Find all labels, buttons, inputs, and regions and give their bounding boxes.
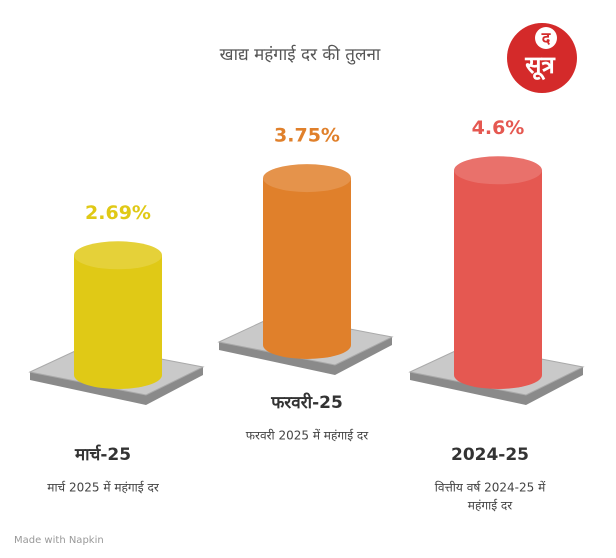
description: वित्तीय वर्ष 2024-25 में xyxy=(435,481,546,495)
logo-top: द xyxy=(541,29,551,48)
value-label: 4.6% xyxy=(472,117,525,139)
logo-bottom: सूत्र xyxy=(524,51,556,81)
bar xyxy=(263,178,351,345)
bar xyxy=(454,170,542,375)
description: महंगाई दर xyxy=(468,499,513,513)
description: फरवरी 2025 में महंगाई दर xyxy=(246,429,369,443)
chart-title: खाद्य महंगाई दर की तुलना xyxy=(220,44,381,65)
category-label: 2024-25 xyxy=(451,445,529,465)
cylinder-top xyxy=(74,241,162,270)
platform-side xyxy=(410,367,583,405)
logo-circle xyxy=(507,23,577,93)
logo: द सूत्र xyxy=(507,23,577,93)
platform-side xyxy=(30,367,203,405)
cylinder-top xyxy=(263,164,351,193)
value-label: 3.75% xyxy=(274,125,340,147)
footer: Made with Napkin xyxy=(14,535,104,546)
bar xyxy=(74,255,162,375)
category-label: मार्च-25 xyxy=(74,444,131,465)
value-label: 2.69% xyxy=(85,202,151,224)
platform-side xyxy=(219,337,392,375)
cylinder-top xyxy=(454,156,542,185)
category-label: फरवरी-25 xyxy=(270,392,343,413)
description: मार्च 2025 में महंगाई दर xyxy=(47,481,160,495)
logo-badge xyxy=(535,27,557,49)
